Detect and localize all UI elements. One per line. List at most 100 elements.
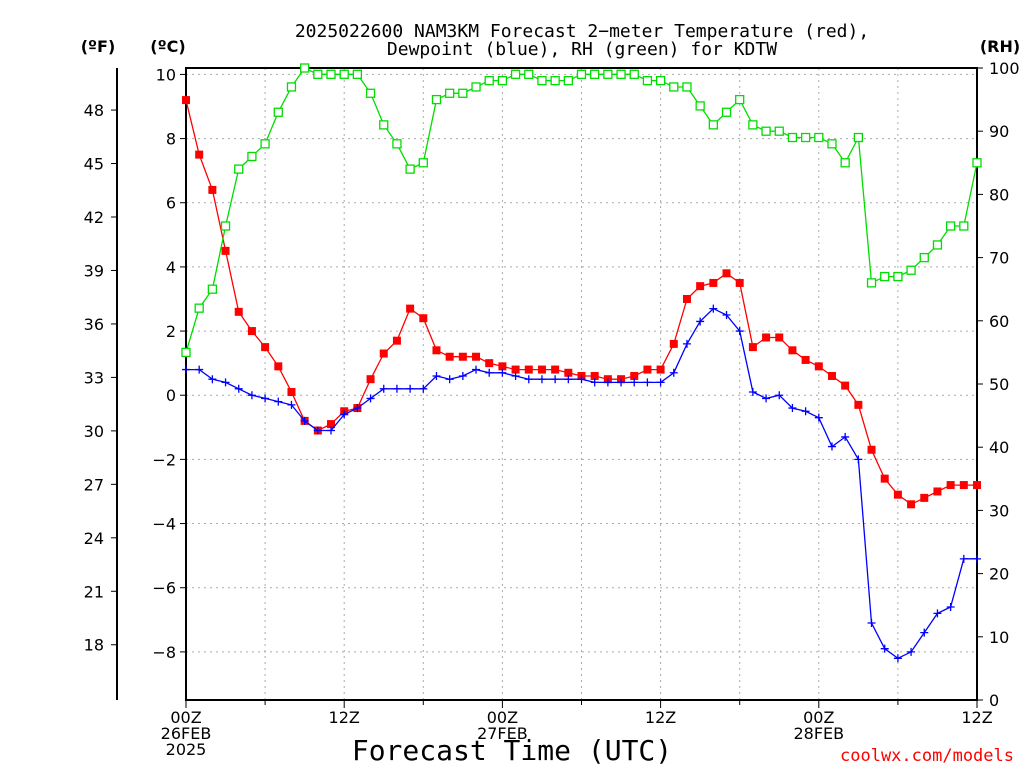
- x-tick-label: 00Z: [487, 708, 518, 727]
- axes-layer: 1086420−2−4−6−84845423936333027242118100…: [84, 59, 1020, 759]
- temperature-point: [287, 388, 296, 397]
- temperature-point: [419, 314, 428, 323]
- rh-point: [708, 120, 718, 130]
- celsius-tick-label: 0: [166, 386, 176, 405]
- temperature-point: [551, 365, 560, 374]
- rh-point: [655, 75, 666, 86]
- dewpoint-point: [880, 644, 889, 653]
- rh-point: [827, 139, 837, 149]
- dewpoint-point: [643, 378, 652, 387]
- dewpoint-point: [669, 368, 678, 377]
- fahrenheit-unit-label: (ºF): [81, 37, 116, 56]
- rh-point: [735, 94, 745, 105]
- rh-point: [392, 139, 402, 149]
- rh-point: [365, 88, 376, 98]
- temperature-point: [458, 352, 467, 361]
- temperature-point: [274, 362, 283, 371]
- rh-point: [273, 107, 283, 117]
- rh-point: [497, 75, 508, 86]
- temperature-point: [247, 327, 256, 336]
- temperature-point: [432, 346, 441, 355]
- temperature-point: [814, 362, 823, 371]
- rh-tick-label: 50: [989, 375, 1009, 394]
- dewpoint-point: [300, 416, 309, 425]
- rh-point: [932, 240, 943, 250]
- dewpoint-point: [722, 311, 731, 320]
- celsius-tick-label: 4: [166, 258, 176, 277]
- dewpoint-point: [762, 394, 771, 403]
- rh-point: [260, 139, 270, 149]
- dewpoint-point: [617, 378, 626, 387]
- dewpoint-point: [827, 442, 836, 451]
- dewpoint-point: [959, 554, 968, 563]
- temperature-point: [537, 365, 546, 374]
- temperature-point: [195, 150, 204, 159]
- rh-point: [379, 120, 389, 130]
- x-tick-label: 2025: [166, 740, 207, 759]
- dewpoint-point: [472, 365, 481, 374]
- dewpoint-point: [933, 609, 942, 618]
- temperature-point: [669, 339, 678, 348]
- fahrenheit-tick-label: 24: [84, 529, 104, 548]
- rh-point: [603, 69, 613, 79]
- dewpoint-point: [406, 384, 415, 393]
- celsius-tick-label: −8: [152, 643, 176, 662]
- dewpoint-point: [221, 378, 230, 387]
- fahrenheit-tick-label: 45: [84, 155, 104, 174]
- rh-point: [814, 132, 824, 143]
- rh-point: [866, 278, 877, 288]
- celsius-unit-label: (ºC): [150, 37, 185, 56]
- x-tick-label: 12Z: [329, 708, 360, 727]
- rh-tick-label: 80: [989, 185, 1009, 204]
- dewpoint-point: [788, 404, 797, 413]
- dewpoint-point: [551, 375, 560, 384]
- dewpoint-point: [854, 455, 863, 464]
- temperature-point: [959, 481, 968, 490]
- dewpoint-point: [801, 407, 810, 416]
- text-layer: 2025022600 NAM3KM Forecast 2−meter Tempe…: [81, 21, 1020, 767]
- dewpoint-point: [458, 371, 467, 380]
- rh-point: [220, 221, 231, 231]
- series-layer: [181, 63, 982, 663]
- dewpoint-point: [327, 426, 336, 435]
- rh-point: [484, 75, 494, 86]
- temperature-point: [221, 246, 230, 255]
- rh-point: [537, 75, 547, 86]
- dewpoint-point: [524, 375, 533, 384]
- rh-point: [550, 75, 560, 86]
- rh-point: [339, 69, 349, 79]
- rh-point: [880, 271, 890, 282]
- rh-point: [405, 164, 415, 174]
- rh-point: [352, 69, 363, 79]
- temperature-point: [406, 304, 415, 313]
- temperature-point: [485, 359, 494, 368]
- x-tick-label: 00Z: [803, 708, 834, 727]
- dewpoint-point: [814, 413, 823, 422]
- rh-point: [431, 94, 442, 105]
- rh-point: [906, 265, 916, 275]
- x-tick-label: 00Z: [170, 708, 201, 727]
- credit-text: coolwx.com/models: [840, 746, 1014, 766]
- dewpoint-point: [564, 375, 573, 384]
- dewpoint-point: [287, 400, 296, 409]
- temperature-point: [907, 500, 916, 509]
- dewpoint-point: [893, 654, 902, 663]
- celsius-tick-label: 6: [166, 194, 176, 213]
- dewpoint-point: [208, 375, 217, 384]
- rh-point: [972, 158, 982, 168]
- dewpoint-point: [182, 365, 190, 374]
- fahrenheit-tick-label: 27: [84, 475, 104, 494]
- rh-point: [471, 82, 481, 92]
- temperature-point: [762, 333, 771, 342]
- fahrenheit-tick-label: 33: [84, 368, 104, 387]
- temperature-point: [472, 352, 481, 361]
- dewpoint-point: [590, 378, 599, 387]
- rh-point: [629, 69, 639, 79]
- x-tick-label: 12Z: [961, 708, 992, 727]
- temperature-point: [973, 481, 981, 490]
- fahrenheit-tick-label: 18: [84, 636, 104, 655]
- dewpoint-point: [366, 394, 375, 403]
- fahrenheit-tick-label: 36: [84, 315, 104, 334]
- dewpoint-point: [445, 375, 454, 384]
- celsius-tick-label: 8: [166, 130, 176, 149]
